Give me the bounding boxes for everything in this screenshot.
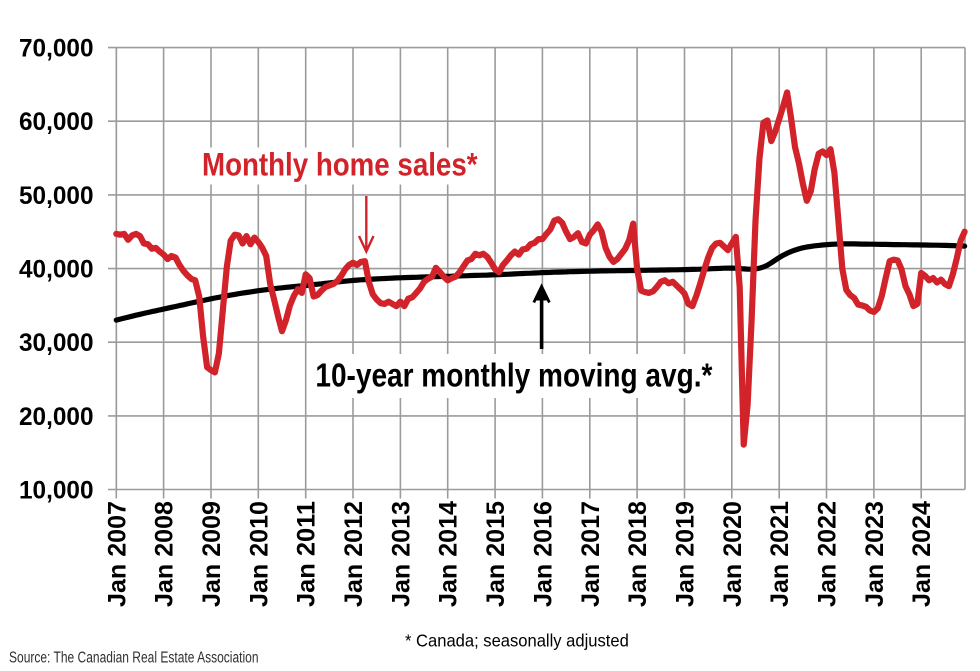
svg-text:30,000: 30,000 — [19, 329, 94, 357]
svg-text:Jan 2016: Jan 2016 — [529, 501, 557, 607]
svg-text:Jan 2012: Jan 2012 — [340, 501, 368, 607]
svg-text:Jan 2017: Jan 2017 — [577, 501, 605, 607]
svg-text:Jan 2023: Jan 2023 — [861, 501, 889, 607]
svg-text:Jan 2020: Jan 2020 — [719, 501, 747, 607]
svg-text:Jan 2024: Jan 2024 — [908, 501, 936, 607]
svg-text:20,000: 20,000 — [19, 403, 94, 431]
svg-text:Jan 2022: Jan 2022 — [814, 501, 842, 607]
svg-text:Jan 2015: Jan 2015 — [482, 501, 510, 607]
svg-text:Jan 2018: Jan 2018 — [624, 501, 652, 607]
svg-text:60,000: 60,000 — [19, 108, 94, 136]
svg-text:50,000: 50,000 — [19, 182, 94, 210]
svg-text:10-year monthly moving avg.*: 10-year monthly moving avg.* — [315, 357, 712, 394]
svg-text:Jan 2011: Jan 2011 — [293, 501, 321, 607]
svg-text:Jan 2008: Jan 2008 — [151, 501, 179, 607]
svg-text:10,000: 10,000 — [19, 477, 94, 505]
svg-text:* Canada; seasonally adjusted: * Canada; seasonally adjusted — [405, 630, 629, 650]
svg-text:Jan 2010: Jan 2010 — [245, 501, 273, 607]
svg-text:40,000: 40,000 — [19, 256, 94, 284]
svg-text:Source: The Canadian Real Esta: Source: The Canadian Real Estate Associa… — [9, 649, 259, 666]
svg-text:70,000: 70,000 — [19, 35, 94, 63]
svg-text:Jan 2019: Jan 2019 — [672, 501, 700, 607]
svg-text:Jan 2007: Jan 2007 — [103, 501, 131, 607]
svg-text:Monthly home sales*: Monthly home sales* — [202, 147, 478, 183]
svg-text:Jan 2021: Jan 2021 — [766, 501, 794, 607]
svg-text:Jan 2013: Jan 2013 — [387, 501, 415, 607]
svg-text:Jan 2009: Jan 2009 — [198, 501, 226, 607]
svg-text:Jan 2014: Jan 2014 — [435, 501, 463, 607]
